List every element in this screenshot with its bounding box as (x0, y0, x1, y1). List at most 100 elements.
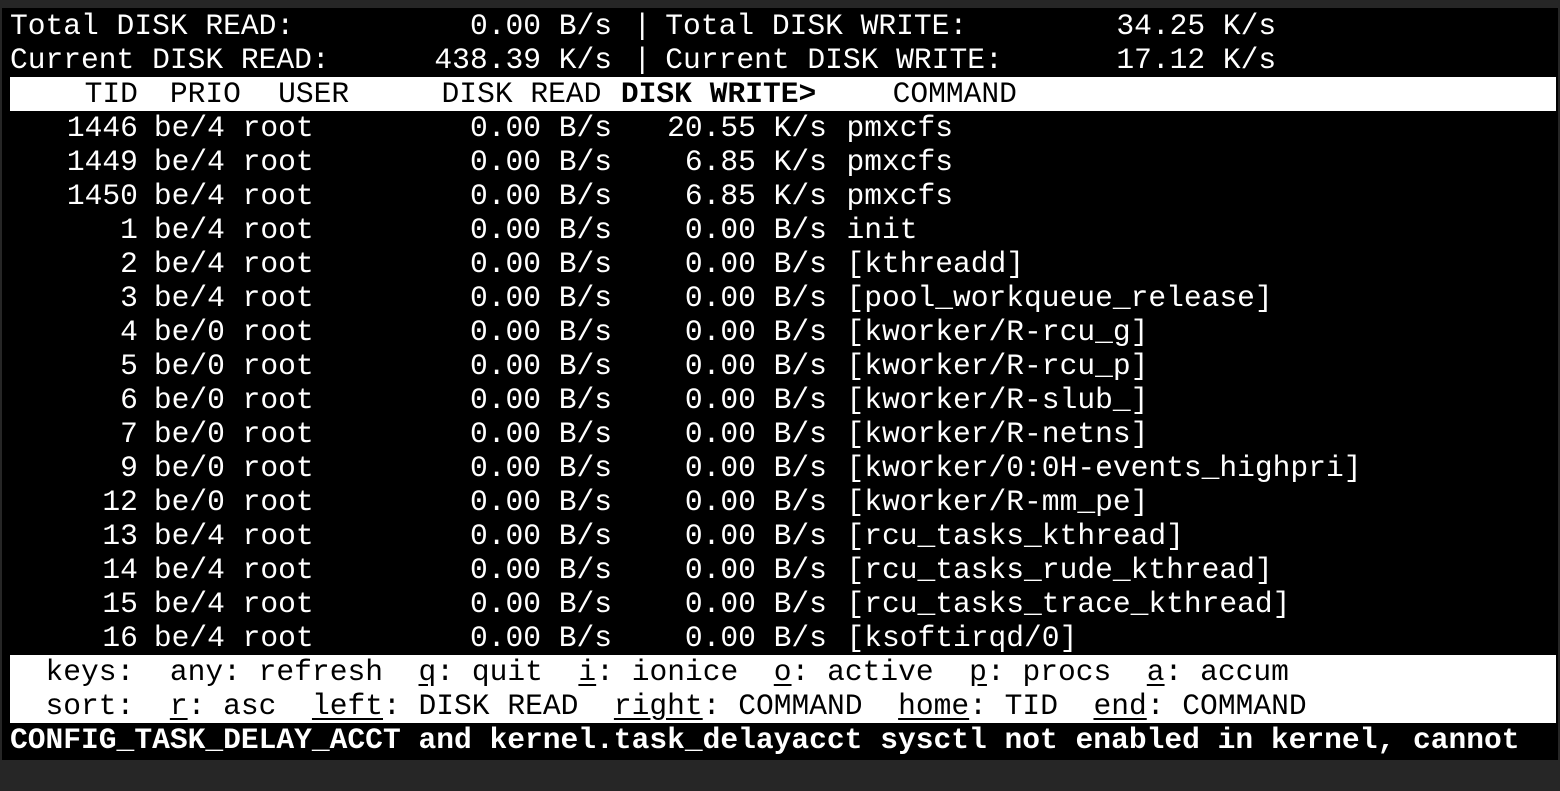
current-read-label: Current DISK READ: (10, 43, 330, 77)
cell-write: 0.00 B/s (684, 213, 827, 247)
cell-read: 0.00 B/s (469, 349, 613, 383)
cell-command: [ksoftirqd/0] (846, 621, 1078, 655)
cell-command: pmxcfs (846, 179, 954, 213)
cell-user: root (242, 179, 314, 213)
cell-user: root (242, 417, 314, 451)
key-description: COMMAND (1182, 689, 1307, 723)
cell-command: pmxcfs (846, 111, 954, 145)
cell-tid: 9 (120, 451, 138, 485)
cell-prio: be/0 (153, 451, 225, 485)
keys-item-q[interactable]: q: quit (418, 655, 543, 689)
sort-help: sort: r: asc left: DISK READ right: COMM… (46, 689, 1307, 723)
cell-write: 0.00 B/s (684, 349, 827, 383)
cell-command: [kworker/R-rcu_g] (846, 315, 1149, 349)
cell-prio: be/4 (153, 213, 225, 247)
cell-user: root (242, 349, 314, 383)
cell-prio: be/0 (153, 383, 225, 417)
cell-user: root (242, 111, 314, 145)
cell-tid: 7 (120, 417, 138, 451)
key-name: end (1093, 689, 1147, 723)
process-row[interactable]: 3 be/4 root 0.00 B/s 0.00 B/s [pool_workqueue… (10, 281, 1558, 315)
cell-write: 0.00 B/s (684, 519, 827, 553)
key-name: p (969, 655, 987, 689)
process-row[interactable]: 12 be/0 root 0.00 B/s 0.00 B/s [kworker/R-mm_… (10, 485, 1558, 519)
keys-item-a[interactable]: a: accum (1146, 655, 1289, 689)
key-description: active (827, 655, 934, 689)
col-user[interactable]: USER (278, 77, 350, 111)
cell-prio: be/4 (153, 111, 225, 145)
col-command[interactable]: COMMAND (892, 77, 1017, 111)
cell-tid: 13 (102, 519, 138, 553)
process-row[interactable]: 15 be/4 root 0.00 B/s 0.00 B/s [rcu_tasks_tra… (10, 587, 1558, 621)
keys-item-o[interactable]: o: active (773, 655, 934, 689)
cell-tid: 6 (120, 383, 138, 417)
sort-item-end[interactable]: end: COMMAND (1093, 689, 1307, 723)
col-tid[interactable]: TID (84, 77, 138, 111)
cell-read: 0.00 B/s (469, 553, 613, 587)
process-row[interactable]: 1446 be/4 root 0.00 B/s 20.55 K/s pmxcfs (10, 111, 1558, 145)
process-row[interactable]: 4 be/0 root 0.00 B/s 0.00 B/s [kworker/R-rcu_… (10, 315, 1558, 349)
iotop-terminal[interactable]: Total DISK READ: 0.00 B/s | Total DISK W… (2, 8, 1558, 760)
cell-read: 0.00 B/s (469, 621, 613, 655)
process-row[interactable]: 1449 be/4 root 0.00 B/s 6.85 K/s pmxcfs (10, 145, 1558, 179)
cell-command: init (846, 213, 918, 247)
cell-read: 0.00 B/s (469, 247, 613, 281)
key-name: r (169, 689, 188, 723)
cell-user: root (242, 621, 314, 655)
current-write-label: Current DISK WRITE: (665, 43, 1003, 77)
cell-read: 0.00 B/s (469, 111, 613, 145)
key-name: home (898, 689, 970, 723)
process-row[interactable]: 2 be/4 root 0.00 B/s 0.00 B/s [kthreadd] (10, 247, 1558, 281)
process-row[interactable]: 5 be/0 root 0.00 B/s 0.00 B/s [kworker/R-rcu_… (10, 349, 1558, 383)
cell-prio: be/0 (153, 315, 225, 349)
process-row[interactable]: 13 be/4 root 0.00 B/s 0.00 B/s [rcu_tasks_kth… (10, 519, 1558, 553)
keys-item-i[interactable]: i: ionice (578, 655, 739, 689)
process-row[interactable]: 1450 be/4 root 0.00 B/s 6.85 K/s pmxcfs (10, 179, 1558, 213)
key-name: right (613, 689, 703, 723)
cell-tid: 16 (102, 621, 138, 655)
sort-item-home[interactable]: home: TID (898, 689, 1058, 723)
separator: | (633, 9, 652, 43)
key-description: COMMAND (738, 689, 863, 723)
key-description: DISK READ (418, 689, 579, 723)
cell-write: 0.00 B/s (684, 281, 827, 315)
total-read-value: 0.00 B/s (469, 9, 613, 43)
cell-user: root (242, 383, 314, 417)
process-row[interactable]: 9 be/0 root 0.00 B/s 0.00 B/s [kworker/0:0H-e… (10, 451, 1558, 485)
cell-read: 0.00 B/s (469, 417, 613, 451)
cell-write: 0.00 B/s (684, 587, 827, 621)
cell-write: 0.00 B/s (684, 451, 827, 485)
separator: | (633, 43, 652, 77)
cell-prio: be/4 (153, 587, 225, 621)
cell-user: root (242, 281, 314, 315)
process-row[interactable]: 14 be/4 root 0.00 B/s 0.00 B/s [rcu_tasks_rud… (10, 553, 1558, 587)
col-disk-write[interactable]: DISK WRITE> (620, 77, 817, 111)
cell-tid: 5 (120, 349, 138, 383)
process-row[interactable]: 16 be/4 root 0.00 B/s 0.00 B/s [ksoftirqd/0] (10, 621, 1558, 655)
process-row[interactable]: 6 be/0 root 0.00 B/s 0.00 B/s [kworker/R-slub… (10, 383, 1558, 417)
cell-read: 0.00 B/s (469, 179, 613, 213)
process-row[interactable]: 1 be/4 root 0.00 B/s 0.00 B/s init (10, 213, 1558, 247)
sort-item-r[interactable]: r: asc (169, 689, 277, 723)
key-name: a (1146, 655, 1165, 689)
cell-user: root (242, 485, 314, 519)
current-read-value: 438.39 K/s (434, 43, 613, 77)
sort-item-right[interactable]: right: COMMAND (613, 689, 863, 723)
keys-help: keys: any: refresh q: quit i: ionice o: … (46, 655, 1289, 689)
key-name: left (311, 689, 383, 723)
sort-help-line: sort: r: asc left: DISK READ right: COMM… (10, 689, 1556, 723)
cell-command: pmxcfs (846, 145, 954, 179)
cell-prio: be/4 (153, 519, 225, 553)
cell-command: [kworker/R-slub_] (846, 383, 1149, 417)
cell-prio: be/4 (153, 621, 225, 655)
keys-item-any[interactable]: any: refresh (169, 655, 383, 689)
cell-tid: 2 (120, 247, 138, 281)
col-disk-read[interactable]: DISK READ (441, 77, 602, 111)
key-description: asc (223, 689, 277, 723)
process-row[interactable]: 7 be/0 root 0.00 B/s 0.00 B/s [kworker/R-netn… (10, 417, 1558, 451)
keys-item-p[interactable]: p: procs (969, 655, 1112, 689)
keys-help-line: keys: any: refresh q: quit i: ionice o: … (10, 655, 1556, 689)
cell-user: root (242, 247, 314, 281)
col-prio[interactable]: PRIO (169, 77, 241, 111)
sort-item-left[interactable]: left: DISK READ (311, 689, 579, 723)
